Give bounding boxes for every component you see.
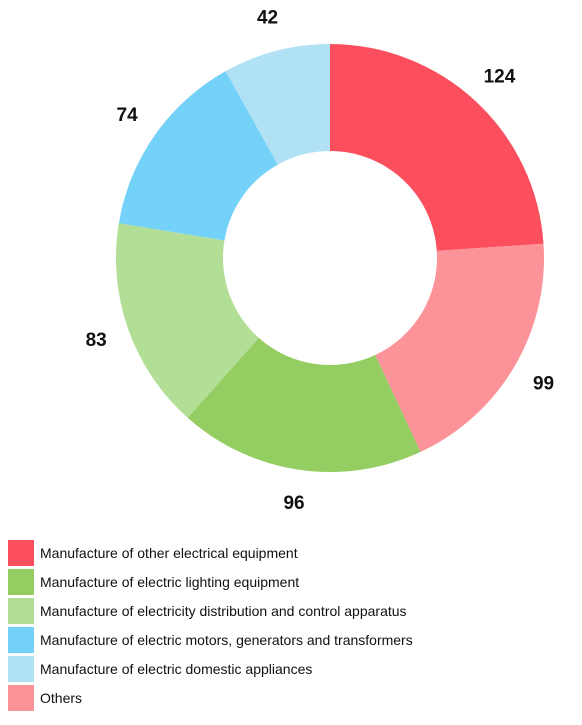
- slice-value-label: 96: [283, 493, 304, 514]
- slice-value-label: 74: [117, 105, 139, 126]
- legend-item: Manufacture of other electrical equipmen…: [8, 538, 578, 567]
- legend-item: Others: [8, 683, 578, 712]
- legend-item: Manufacture of electric motors, generato…: [8, 625, 578, 654]
- legend-swatch: [8, 684, 34, 711]
- legend-label: Manufacture of electricity distribution …: [40, 602, 407, 619]
- legend-item: Manufacture of electricity distribution …: [8, 596, 578, 625]
- chart-legend: Manufacture of other electrical equipmen…: [8, 538, 578, 712]
- legend-label: Others: [40, 689, 83, 706]
- donut-slices: [115, 44, 544, 472]
- donut-chart: 124 99 96 83 74 42: [86, 8, 554, 514]
- donut-slice: [115, 223, 259, 418]
- slice-value-label: 99: [533, 374, 554, 395]
- legend-label: Manufacture of other electrical equipmen…: [40, 544, 298, 561]
- donut-slice: [225, 44, 330, 165]
- legend-label: Manufacture of electric lighting equipme…: [40, 573, 300, 590]
- slice-value-label: 83: [86, 330, 107, 351]
- donut-slice: [187, 337, 421, 472]
- legend-label: Manufacture of electric motors, generato…: [40, 631, 413, 648]
- slice-value-labels: 124 99 96 83 74 42: [86, 8, 554, 514]
- legend-swatch: [8, 568, 34, 595]
- legend-swatch: [8, 655, 34, 682]
- legend-swatch: [8, 626, 34, 653]
- donut-slice: [375, 243, 544, 452]
- legend-swatch: [8, 539, 34, 566]
- legend-swatch: [8, 597, 34, 624]
- donut-slice: [118, 71, 278, 241]
- slice-value-label: 124: [484, 66, 516, 87]
- legend-item: Manufacture of electric domestic applian…: [8, 654, 578, 683]
- legend-label: Manufacture of electric domestic applian…: [40, 660, 313, 677]
- slice-value-label: 42: [257, 8, 278, 29]
- donut-slice: [330, 44, 544, 251]
- legend-item: Manufacture of electric lighting equipme…: [8, 567, 578, 596]
